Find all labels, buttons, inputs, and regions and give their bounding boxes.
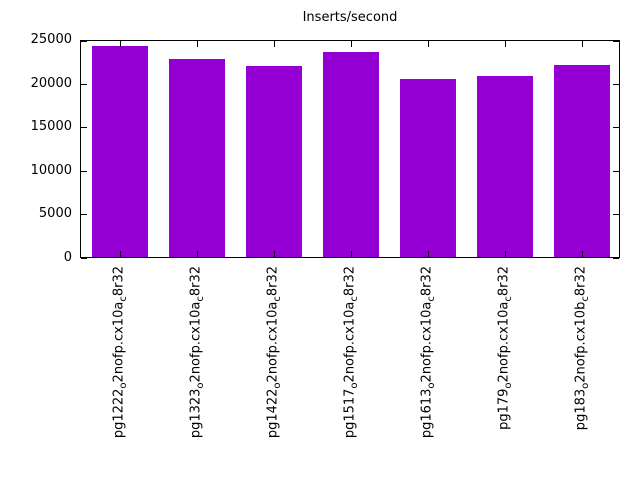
x-tick-mark	[505, 41, 506, 47]
x-tick-label: pg179o2nofp.cx10ac8r32	[496, 266, 515, 430]
x-tick-mark	[428, 251, 429, 257]
x-tick-mark	[582, 41, 583, 47]
y-tick-mark	[81, 258, 87, 259]
x-tick-mark	[274, 41, 275, 47]
bar	[92, 46, 148, 257]
y-tick-label: 5000	[38, 206, 72, 222]
bar	[246, 66, 302, 257]
x-tick-mark	[351, 41, 352, 47]
x-tick-label: pg1613o2nofp.cx10ac8r32	[419, 266, 438, 439]
x-tick-mark	[274, 251, 275, 257]
x-tick-mark	[197, 251, 198, 257]
y-tick-mark	[613, 84, 619, 85]
plot-area	[80, 40, 620, 259]
bar	[400, 79, 456, 257]
y-tick-mark	[613, 127, 619, 128]
x-tick-mark	[582, 251, 583, 257]
bar	[477, 76, 533, 257]
x-tick-mark	[197, 41, 198, 47]
bar	[554, 65, 610, 257]
y-tick-mark	[613, 171, 619, 172]
x-tick-mark	[120, 41, 121, 47]
y-tick-mark	[613, 41, 619, 42]
bar	[169, 59, 225, 257]
y-tick-label: 10000	[30, 162, 72, 178]
x-tick-mark	[505, 251, 506, 257]
y-tick-mark	[613, 258, 619, 259]
y-tick-label: 15000	[30, 119, 72, 135]
chart-title: Inserts/second	[302, 10, 398, 25]
x-tick-label: pg1517o2nofp.cx10ac8r32	[342, 266, 361, 439]
y-tick-mark	[613, 214, 619, 215]
x-tick-label: pg1323o2nofp.cx10ac8r32	[188, 266, 206, 439]
x-tick-mark	[351, 251, 352, 257]
bar	[323, 52, 379, 257]
x-tick-label: pg1222o2nofp.cx10ac8r32	[111, 266, 129, 439]
y-tick-mark	[81, 171, 87, 172]
y-tick-mark	[81, 127, 87, 128]
x-tick-label: pg1422o2nofp.cx10ac8r32	[265, 266, 283, 439]
x-tick-label: pg183o2nofp.cx10bc8r32	[573, 266, 592, 431]
y-tick-label: 25000	[30, 32, 72, 47]
y-tick-mark	[81, 214, 87, 215]
y-tick-label: 0	[63, 250, 72, 265]
x-tick-mark	[120, 251, 121, 257]
y-tick-label: 20000	[30, 75, 72, 91]
y-tick-mark	[81, 41, 87, 42]
x-tick-mark	[428, 41, 429, 47]
y-tick-mark	[81, 84, 87, 85]
